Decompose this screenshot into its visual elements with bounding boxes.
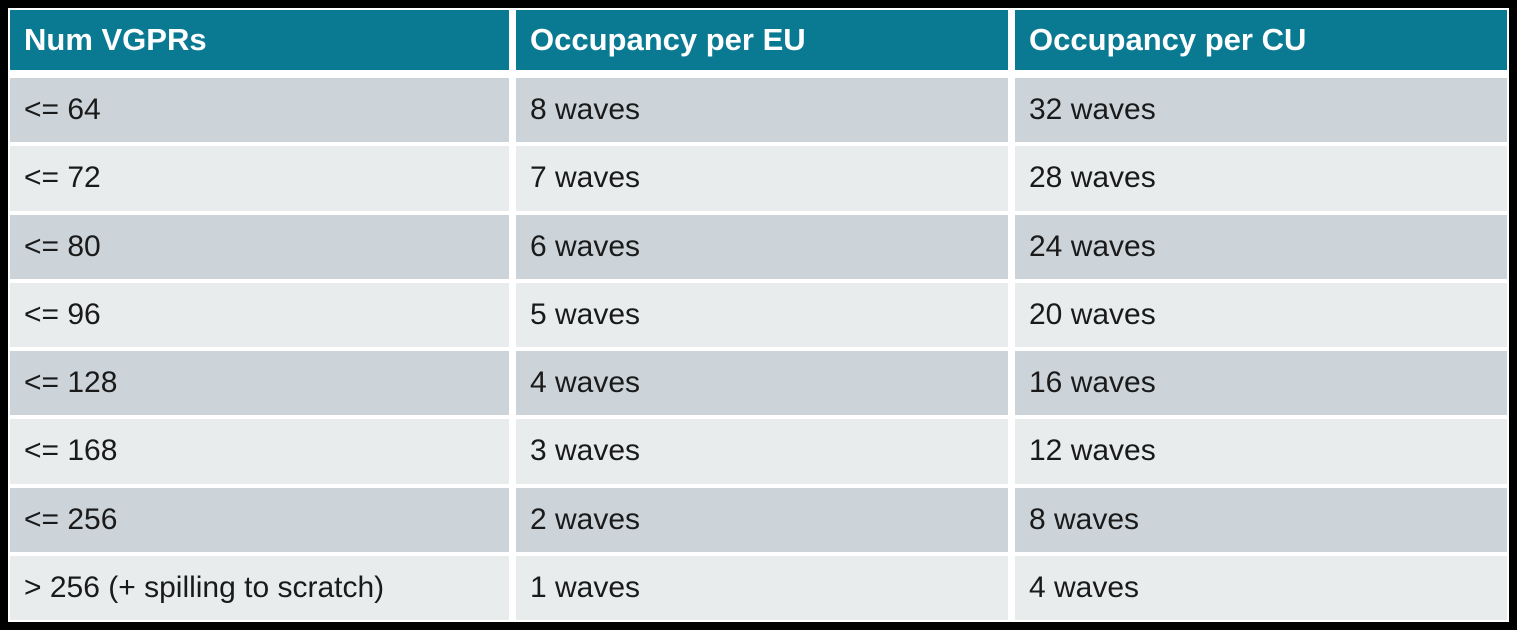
table-row: > 256 (+ spilling to scratch) 1 waves 4 … [10, 555, 1507, 620]
cell-num-vgprs: <= 256 [10, 487, 509, 556]
table-row: <= 72 7 waves 28 waves [10, 146, 1507, 215]
cell-occupancy-per-cu: 32 waves [1008, 78, 1507, 147]
cell-num-vgprs: <= 96 [10, 282, 509, 351]
cell-occupancy-per-cu: 4 waves [1008, 555, 1507, 620]
cell-occupancy-per-eu: 3 waves [509, 419, 1008, 488]
column-header-occupancy-per-eu: Occupancy per EU [509, 10, 1008, 78]
cell-num-vgprs: <= 128 [10, 351, 509, 420]
cell-occupancy-per-eu: 5 waves [509, 282, 1008, 351]
cell-occupancy-per-eu: 6 waves [509, 214, 1008, 283]
cell-occupancy-per-eu: 8 waves [509, 78, 1008, 147]
table-row: <= 168 3 waves 12 waves [10, 419, 1507, 488]
table-row: <= 96 5 waves 20 waves [10, 282, 1507, 351]
header-row: Num VGPRs Occupancy per EU Occupancy per… [10, 10, 1507, 78]
cell-num-vgprs: <= 64 [10, 78, 509, 147]
cell-num-vgprs: <= 72 [10, 146, 509, 215]
table-row: <= 128 4 waves 16 waves [10, 351, 1507, 420]
cell-num-vgprs: <= 168 [10, 419, 509, 488]
vgpr-occupancy-table: Num VGPRs Occupancy per EU Occupancy per… [10, 10, 1507, 620]
cell-occupancy-per-cu: 20 waves [1008, 282, 1507, 351]
cell-occupancy-per-cu: 8 waves [1008, 487, 1507, 556]
cell-occupancy-per-cu: 16 waves [1008, 351, 1507, 420]
column-header-occupancy-per-cu: Occupancy per CU [1008, 10, 1507, 78]
cell-occupancy-per-eu: 7 waves [509, 146, 1008, 215]
cell-num-vgprs: <= 80 [10, 214, 509, 283]
cell-num-vgprs: > 256 (+ spilling to scratch) [10, 555, 509, 620]
column-header-num-vgprs: Num VGPRs [10, 10, 509, 78]
table-row: <= 64 8 waves 32 waves [10, 78, 1507, 147]
cell-occupancy-per-cu: 12 waves [1008, 419, 1507, 488]
table-row: <= 80 6 waves 24 waves [10, 214, 1507, 283]
table-row: <= 256 2 waves 8 waves [10, 487, 1507, 556]
cell-occupancy-per-eu: 4 waves [509, 351, 1008, 420]
cell-occupancy-per-cu: 28 waves [1008, 146, 1507, 215]
cell-occupancy-per-cu: 24 waves [1008, 214, 1507, 283]
cell-occupancy-per-eu: 1 waves [509, 555, 1008, 620]
cell-occupancy-per-eu: 2 waves [509, 487, 1008, 556]
